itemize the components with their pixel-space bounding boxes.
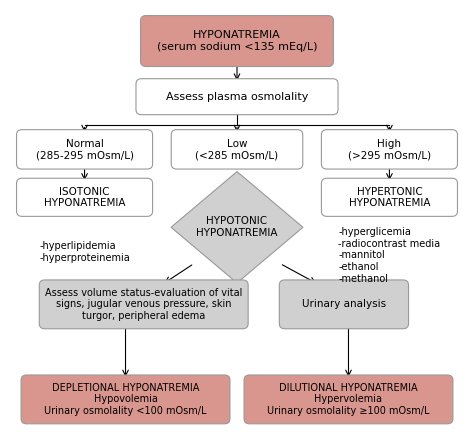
- Text: High
(>295 mOsm/L): High (>295 mOsm/L): [348, 139, 431, 160]
- Text: DILUTIONAL HYPONATREMIA
Hypervolemia
Urinary osmolality ≥100 mOsm/L: DILUTIONAL HYPONATREMIA Hypervolemia Uri…: [267, 383, 430, 416]
- FancyBboxPatch shape: [39, 280, 248, 329]
- FancyBboxPatch shape: [17, 178, 153, 216]
- Polygon shape: [171, 172, 303, 283]
- FancyBboxPatch shape: [136, 78, 338, 115]
- FancyBboxPatch shape: [321, 130, 457, 169]
- FancyBboxPatch shape: [171, 130, 303, 169]
- FancyBboxPatch shape: [140, 16, 334, 66]
- Text: Urinary analysis: Urinary analysis: [302, 299, 386, 310]
- Text: Assess volume status-evaluation of vital
signs, jugular venous pressure, skin
tu: Assess volume status-evaluation of vital…: [45, 288, 242, 321]
- FancyBboxPatch shape: [279, 280, 409, 329]
- Text: ISOTONIC
HYPONATREMIA: ISOTONIC HYPONATREMIA: [44, 186, 125, 208]
- Text: HYPOTONIC
HYPONATREMIA: HYPOTONIC HYPONATREMIA: [196, 216, 278, 238]
- FancyBboxPatch shape: [244, 375, 453, 424]
- Text: DEPLETIONAL HYPONATREMIA
Hypovolemia
Urinary osmolality <100 mOsm/L: DEPLETIONAL HYPONATREMIA Hypovolemia Uri…: [44, 383, 207, 416]
- Text: HYPERTONIC
HYPONATREMIA: HYPERTONIC HYPONATREMIA: [349, 186, 430, 208]
- Text: Low
(<285 mOsm/L): Low (<285 mOsm/L): [195, 139, 279, 160]
- Text: -hyperglicemia
-radiocontrast media
-mannitol
-ethanol
-methanol: -hyperglicemia -radiocontrast media -man…: [338, 227, 440, 284]
- FancyBboxPatch shape: [321, 178, 457, 216]
- Text: Assess plasma osmolality: Assess plasma osmolality: [166, 92, 308, 102]
- Text: HYPONATREMIA
(serum sodium <135 mEq/L): HYPONATREMIA (serum sodium <135 mEq/L): [157, 30, 317, 52]
- Text: Normal
(285-295 mOsm/L): Normal (285-295 mOsm/L): [36, 139, 134, 160]
- FancyBboxPatch shape: [17, 130, 153, 169]
- FancyBboxPatch shape: [21, 375, 230, 424]
- Text: -hyperlipidemia
-hyperproteinemia: -hyperlipidemia -hyperproteinemia: [39, 241, 130, 263]
